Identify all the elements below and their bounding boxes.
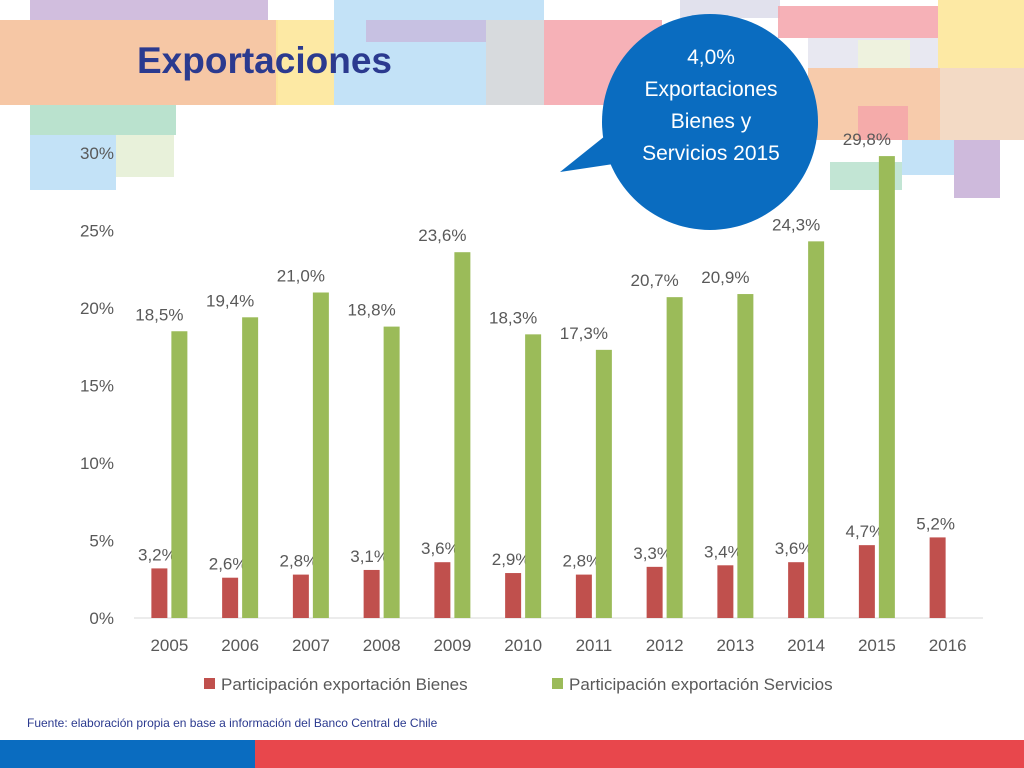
x-tick-label: 2011 (576, 636, 613, 655)
y-tick-label: 10% (80, 454, 114, 473)
x-tick-label: 2007 (292, 636, 330, 655)
callout-line: 4,0% (687, 46, 735, 69)
bar-servicios (666, 297, 683, 618)
y-axis: 0% 5% 10% 15% 20% 25% 30% (80, 144, 114, 628)
bar-servicios (808, 241, 825, 618)
bar-bienes (292, 574, 309, 618)
data-label-servicios: 23,6% (418, 226, 466, 245)
decorative-block (938, 0, 1024, 68)
y-tick-label: 30% (80, 144, 114, 163)
decorative-block (486, 20, 544, 105)
decorative-block (0, 20, 278, 105)
bar-bienes (575, 574, 592, 618)
bar-bienes (929, 537, 946, 618)
x-tick-label: 2012 (646, 636, 684, 655)
bar-bienes (646, 566, 663, 618)
data-label-bienes: 3,4% (704, 542, 743, 561)
data-label-servicios: 24,3% (772, 215, 820, 234)
decorative-block (940, 68, 1024, 140)
data-label-bienes: 5,2% (916, 514, 955, 533)
x-tick-label: 2015 (858, 636, 896, 655)
y-tick-label: 15% (80, 377, 114, 396)
data-label-bienes: 4,7% (846, 522, 885, 541)
data-label-bienes: 3,2% (138, 545, 177, 564)
bar-servicios (737, 294, 754, 618)
legend-swatch (552, 678, 563, 689)
data-label-servicios: 19,4% (206, 291, 254, 310)
bar-servicios (595, 349, 612, 618)
decorative-block (858, 40, 910, 68)
bar-bienes (858, 545, 875, 618)
data-label-bienes: 2,6% (209, 555, 248, 574)
bar-servicios (525, 334, 542, 618)
bar-bienes (222, 577, 239, 618)
bar-servicios (383, 326, 400, 618)
data-label-servicios: 20,7% (631, 271, 679, 290)
data-label-servicios: 18,3% (489, 308, 537, 327)
x-tick-label: 2013 (716, 636, 754, 655)
x-tick-label: 2008 (363, 636, 401, 655)
data-label-servicios: 29,8% (843, 130, 891, 149)
data-label-bienes: 2,8% (563, 552, 602, 571)
x-tick-label: 2014 (787, 636, 825, 655)
y-tick-label: 25% (80, 222, 114, 241)
decorative-block (680, 0, 780, 18)
data-label-bienes: 2,8% (280, 552, 319, 571)
bar-servicios (171, 331, 188, 618)
bar-servicios (312, 292, 329, 618)
x-axis: 2005 2006 2007 2008 2009 2010 2011 2012 2013 2014… (150, 636, 966, 655)
source-note: Fuente: elaboración propia en base a inf… (27, 716, 438, 730)
legend: Participación exportación Bienes Particip… (204, 675, 833, 694)
x-tick-label: 2010 (504, 636, 542, 655)
bar-bienes (788, 562, 805, 618)
legend-label: Participación exportación Servicios (569, 675, 833, 694)
callout-line: Bienes y (670, 110, 752, 133)
data-label-bienes: 3,6% (775, 539, 814, 558)
legend-swatch (204, 678, 215, 689)
data-label-bienes: 2,9% (492, 550, 531, 569)
legend-label: Participación exportación Bienes (221, 675, 468, 694)
page-title: Exportaciones (137, 40, 392, 81)
bar-bienes (434, 562, 451, 618)
bar-bienes (717, 565, 734, 618)
data-label-bienes: 3,1% (350, 547, 389, 566)
callout-line: Exportaciones (644, 78, 778, 101)
decorative-block (366, 20, 486, 42)
bars-group: 3,2% 18,5% 2,6% 19,4% 2,8% 21,0% 3,1% 18,8% 3,6%… (135, 130, 955, 618)
y-tick-label: 20% (80, 299, 114, 318)
decorative-block (858, 106, 908, 140)
bar-servicios (242, 317, 259, 618)
bottom-band (0, 740, 1024, 768)
y-tick-label: 5% (89, 532, 114, 551)
x-tick-label: 2006 (221, 636, 259, 655)
decorative-block (30, 135, 116, 190)
data-label-servicios: 20,9% (701, 268, 749, 287)
data-label-bienes: 3,3% (633, 544, 672, 563)
data-label-servicios: 18,5% (135, 305, 183, 324)
x-tick-label: 2016 (929, 636, 967, 655)
bar-bienes (363, 569, 380, 618)
decorative-block (902, 140, 954, 175)
bottom-band-red (255, 740, 1024, 768)
bottom-band-blue (0, 740, 255, 768)
data-label-bienes: 3,6% (421, 539, 460, 558)
bar-bienes (505, 573, 522, 618)
callout-text: 4,0% Exportaciones Bienes y Servicios 20… (612, 42, 810, 170)
bar-servicios (878, 156, 895, 618)
callout-line: Servicios 2015 (642, 142, 780, 165)
data-label-servicios: 17,3% (560, 324, 608, 343)
data-label-servicios: 18,8% (348, 301, 396, 320)
data-label-servicios: 21,0% (277, 267, 325, 286)
y-tick-label: 0% (89, 609, 114, 628)
decorative-block (30, 105, 176, 135)
decorative-block (276, 20, 334, 105)
x-tick-label: 2009 (433, 636, 471, 655)
bar-chart: 0% 5% 10% 15% 20% 25% 30% 3,2% 18,5% 2,6% 19,4% 2,… (80, 130, 983, 694)
bar-servicios (454, 252, 471, 618)
decorative-block (30, 0, 268, 20)
bar-bienes (151, 568, 168, 618)
x-tick-label: 2005 (150, 636, 188, 655)
decorative-block (954, 140, 1000, 198)
decorative-block (116, 135, 174, 177)
